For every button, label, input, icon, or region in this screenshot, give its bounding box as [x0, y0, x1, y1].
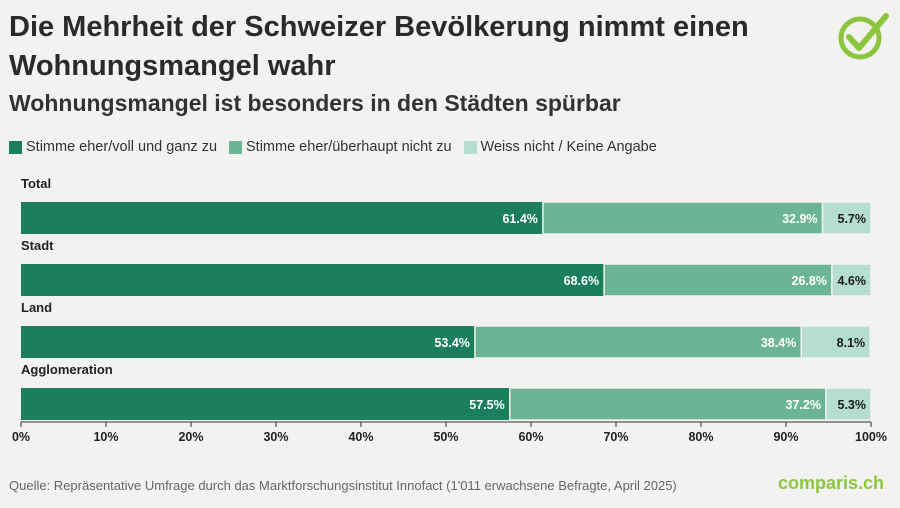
x-tick-label: 70%: [603, 430, 628, 444]
bar-segment: [21, 326, 475, 358]
legend-label-unknown: Weiss nicht / Keine Angabe: [480, 139, 657, 155]
value-label: 4.6%: [838, 274, 867, 288]
bar-segment: [509, 387, 827, 421]
value-label: 26.8%: [791, 274, 826, 288]
category-label: Total: [21, 176, 51, 191]
bar-segment: [474, 325, 803, 359]
x-tick-label: 0%: [12, 430, 30, 444]
legend-item-disagree: Stimme eher/überhaupt nicht zu: [229, 139, 452, 155]
category-label: Land: [21, 300, 52, 315]
category-label: Agglomeration: [21, 362, 113, 377]
chart-subtitle: Wohnungsmangel ist besonders in den Städ…: [9, 90, 621, 116]
x-tick-label: 20%: [178, 430, 203, 444]
bar-segment: [603, 263, 833, 297]
bar-segment: [21, 264, 605, 296]
value-label: 53.4%: [434, 336, 469, 350]
legend-label-agree: Stimme eher/voll und ganz zu: [26, 139, 218, 155]
x-tick-label: 100%: [855, 430, 887, 444]
bar-segment: [825, 387, 872, 421]
legend-label-disagree: Stimme eher/überhaupt nicht zu: [246, 139, 452, 155]
value-label: 32.9%: [782, 212, 817, 226]
bar-segment: [831, 263, 872, 297]
x-tick-label: 30%: [263, 430, 288, 444]
value-label: 37.2%: [785, 398, 820, 412]
value-label: 57.5%: [469, 398, 504, 412]
legend-swatch-unknown: [463, 140, 477, 154]
legend-swatch-agree: [9, 140, 22, 154]
x-tick-label: 40%: [348, 430, 373, 444]
legend-item-agree: Stimme eher/voll und ganz zu: [9, 139, 217, 155]
brand-logo: comparis.ch: [777, 473, 884, 493]
x-tick-label: 50%: [433, 430, 458, 444]
bar-segment: [21, 388, 510, 420]
value-label: 5.7%: [838, 212, 867, 226]
x-tick-label: 90%: [773, 430, 798, 444]
legend: Stimme eher/voll und ganz zu Stimme eher…: [9, 139, 669, 155]
checkmark-logo-icon: [838, 13, 889, 60]
legend-swatch-disagree: [229, 140, 243, 154]
bar-segment: [821, 201, 872, 235]
value-label: 8.1%: [837, 336, 866, 350]
stacked-bar-chart: Total 61.4% 32.9% 5.7% Stadt 68.6% 26.8% 4.6% La…: [12, 176, 887, 444]
value-label: 5.3%: [838, 398, 867, 412]
category-label: Stadt: [21, 238, 54, 253]
legend-item-unknown: Weiss nicht / Keine Angabe: [463, 139, 657, 155]
bar-segment: [21, 202, 543, 234]
bar-segment: [542, 201, 824, 235]
x-tick-label: 80%: [688, 430, 713, 444]
source-note: Quelle: Repräsentative Umfrage durch das…: [9, 478, 677, 493]
chart-title: Die Mehrheit der Schweizer Bevölkerung n…: [9, 11, 749, 82]
bar-segment: [800, 325, 871, 359]
value-label: 38.4%: [761, 336, 796, 350]
x-tick-label: 10%: [93, 430, 118, 444]
x-tick-label: 60%: [518, 430, 543, 444]
value-label: 61.4%: [502, 212, 537, 226]
value-label: 68.6%: [564, 274, 599, 288]
